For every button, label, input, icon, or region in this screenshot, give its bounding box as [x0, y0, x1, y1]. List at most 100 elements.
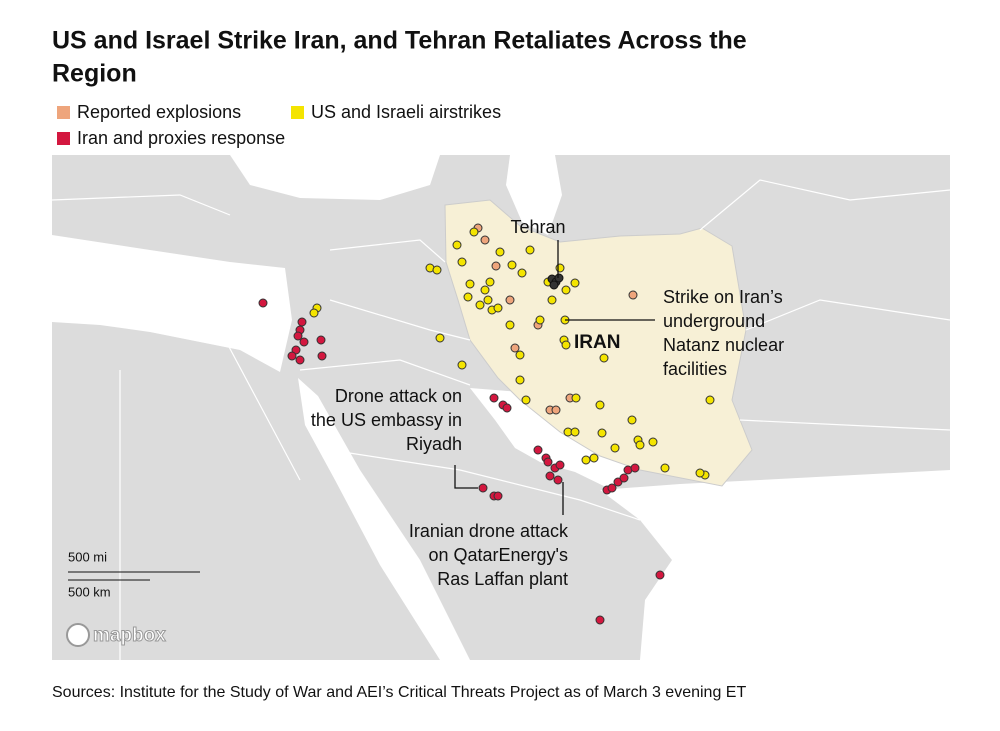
event-dot [465, 279, 475, 289]
leader-lines [454, 240, 655, 515]
event-dot [505, 320, 515, 330]
event-dot [555, 460, 565, 470]
annotation: facilities [663, 359, 727, 379]
event-dot [695, 468, 705, 478]
legend-label: Iran and proxies response [77, 128, 285, 148]
event-dot [475, 300, 485, 310]
event-dot [469, 227, 479, 237]
event-dot [495, 247, 505, 257]
event-dot [655, 570, 665, 580]
event-dot [517, 268, 527, 278]
event-dot [543, 457, 553, 467]
scale-miles: 500 mi [68, 549, 107, 564]
legend-swatch [57, 106, 70, 119]
annotation: Strike on Iran’s [663, 287, 783, 307]
event-dot [635, 440, 645, 450]
event-dot [628, 290, 638, 300]
event-dot [549, 280, 559, 290]
event-dot [435, 333, 445, 343]
legend-swatch [291, 106, 304, 119]
event-dot [493, 491, 503, 501]
red-sea [298, 378, 470, 660]
event-dot [561, 285, 571, 295]
event-dot [309, 308, 319, 318]
legend: Reported explosions US and Israeli airstr… [57, 102, 501, 148]
scale-kilometers: 500 km [68, 584, 111, 599]
event-dot [545, 471, 555, 481]
caspian-sea [506, 155, 562, 235]
borders [51, 179, 951, 660]
event-dot [515, 375, 525, 385]
annotation: the US embassy in [311, 410, 462, 430]
event-dot [293, 331, 303, 341]
event-dot [599, 353, 609, 363]
event-dot [489, 393, 499, 403]
attribution-logo [66, 623, 90, 647]
event-dot [493, 303, 503, 313]
event-dot [561, 340, 571, 350]
event-dot [483, 295, 493, 305]
event-dot [505, 295, 515, 305]
event-dot [316, 335, 326, 345]
event-dot [627, 415, 637, 425]
event-dot [485, 277, 495, 287]
event-dot [510, 343, 520, 353]
event-dot [595, 615, 605, 625]
event-dot [533, 445, 543, 455]
event-dot [287, 351, 297, 361]
event-dot [705, 395, 715, 405]
black-sea [230, 155, 440, 200]
event-dot [525, 245, 535, 255]
annotation: Ras Laffan plant [437, 569, 568, 589]
event-dot [515, 350, 525, 360]
event-dot [452, 240, 462, 250]
annotation: underground [663, 311, 765, 331]
city-label: Tehran [510, 217, 565, 237]
event-dot [597, 428, 607, 438]
event-dot [457, 360, 467, 370]
mediterranean-sea [52, 235, 292, 372]
event-dot [547, 295, 557, 305]
event-dot [607, 483, 617, 493]
event-dots [258, 223, 715, 625]
event-dot [507, 260, 517, 270]
event-dot [535, 315, 545, 325]
event-dot [595, 400, 605, 410]
event-dot [480, 285, 490, 295]
event-dot [478, 483, 488, 493]
legend-label: Reported explosions [77, 102, 241, 122]
event-dot [551, 405, 561, 415]
annotation: Iranian drone attack [409, 521, 569, 541]
arabian-sea [600, 470, 950, 660]
title: Region [52, 60, 137, 88]
country-label: IRAN [574, 332, 620, 353]
event-dot [589, 453, 599, 463]
event-dot [295, 355, 305, 365]
event-dot [570, 427, 580, 437]
event-dot [463, 292, 473, 302]
annotation: Natanz nuclear [663, 335, 784, 355]
attribution: mapbox [93, 625, 166, 646]
event-dot [660, 463, 670, 473]
legend-swatch [57, 132, 70, 145]
legend-label: US and Israeli airstrikes [311, 102, 501, 122]
event-dot [258, 298, 268, 308]
annotation: Drone attack on [335, 386, 462, 406]
title: US and Israel Strike Iran, and Tehran Re… [52, 27, 747, 55]
event-dot [571, 393, 581, 403]
event-dot [553, 475, 563, 485]
event-dot [502, 403, 512, 413]
event-dot [317, 351, 327, 361]
event-dot [610, 443, 620, 453]
annotation: on QatarEnergy's [428, 545, 568, 565]
event-dot [555, 263, 565, 273]
source: Sources: Institute for the Study of War … [52, 684, 746, 701]
event-dot [648, 437, 658, 447]
event-dot [630, 463, 640, 473]
map: Tehran IRAN Strike on Iran’s underground N… [51, 155, 951, 660]
event-dot [297, 317, 307, 327]
annotation: Riyadh [406, 434, 462, 454]
event-dot [521, 395, 531, 405]
event-dot [554, 273, 564, 283]
